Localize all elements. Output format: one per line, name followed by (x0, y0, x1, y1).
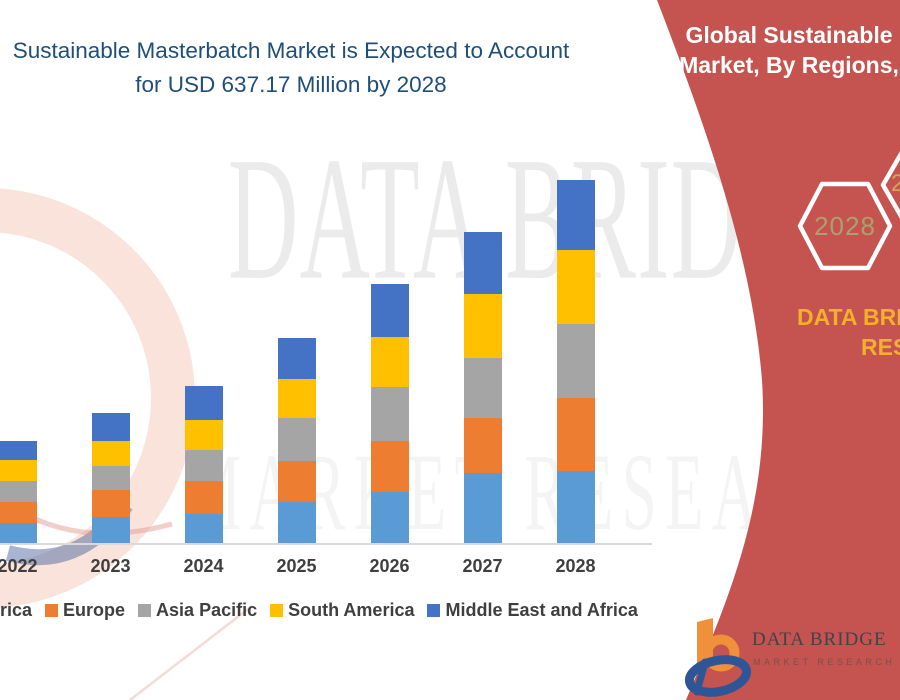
hexagon-2028 (797, 181, 893, 271)
legend-label: South America (288, 600, 415, 620)
bar-2023 (91, 413, 130, 544)
bar-segment-north-america (370, 492, 409, 544)
panel-heading-line2: Market, By Regions, (679, 52, 899, 78)
bar-segment-middle-east-and-africa (277, 337, 316, 380)
bar-segment-europe (0, 501, 37, 523)
bar-2028 (556, 180, 595, 544)
bar-segment-south-america (0, 459, 37, 481)
x-axis-label-2026: 2026 (369, 556, 410, 576)
hexagon-year-fragment: 2 (891, 170, 900, 197)
bar-segment-south-america (184, 419, 223, 450)
bar-segment-europe (184, 480, 223, 514)
x-axis-label-2025: 2025 (276, 556, 317, 576)
bar-segment-south-america (277, 379, 316, 418)
bar-segment-middle-east-and-africa (0, 440, 37, 460)
bar-segment-north-america (91, 517, 130, 544)
legend-label: Europe (63, 600, 126, 620)
panel-heading-line1: Global Sustainable (685, 22, 893, 48)
logo-d-swoosh (684, 655, 752, 697)
bar-segment-middle-east-and-africa (184, 386, 223, 420)
bar-segment-europe (463, 418, 502, 474)
bar-segment-middle-east-and-africa (91, 413, 130, 442)
chart-title-line1: Sustainable Masterbatch Market is Expect… (12, 38, 570, 63)
bar-segment-north-america (277, 501, 316, 544)
bar-segment-asia-pacific (184, 449, 223, 481)
bar-segment-asia-pacific (0, 480, 37, 502)
bar-segment-middle-east-and-africa (556, 180, 595, 251)
bar-segment-asia-pacific (91, 466, 130, 491)
chart-legend: rica Europe Asia Pacific South America Middl… (0, 600, 638, 621)
panel-brand-line1: DATA BRI (797, 304, 900, 330)
logo-b-bowl (702, 634, 740, 672)
bar-segment-north-america (184, 513, 223, 544)
bar-segment-south-america (463, 294, 502, 359)
bar-2024 (184, 386, 223, 544)
bar-segment-south-america (556, 250, 595, 324)
legend-swatch (270, 604, 284, 617)
legend-item: Middle East and Africa (427, 600, 638, 621)
bar-segment-asia-pacific (277, 417, 316, 461)
logo-d-stem (693, 658, 709, 696)
bar-segment-south-america (91, 441, 130, 467)
legend-item: Asia Pacific (138, 600, 257, 621)
legend-swatch (427, 604, 441, 617)
bar-segment-asia-pacific (556, 323, 595, 398)
x-axis-label-2023: 2023 (90, 556, 131, 576)
bar-segment-middle-east-and-africa (370, 283, 409, 337)
bar-2027 (463, 232, 502, 544)
bar-segment-asia-pacific (370, 386, 409, 442)
bar-segment-middle-east-and-africa (463, 232, 502, 295)
x-axis-label-2028: 2028 (555, 556, 596, 576)
bar-segment-europe (277, 460, 316, 502)
bar-segment-europe (91, 490, 130, 518)
bar-segment-asia-pacific (463, 358, 502, 419)
bar-segment-north-america (0, 522, 37, 544)
bar-segment-north-america (463, 473, 502, 544)
data-bridge-logo-text: DATA BRIDGE (752, 629, 887, 650)
chart-title-line2: for USD 637.17 Million by 2028 (135, 72, 447, 97)
legend-label: Asia Pacific (156, 600, 258, 620)
bar-segment-south-america (370, 336, 409, 387)
bar-2025 (277, 337, 316, 544)
bar-segment-europe (556, 397, 595, 471)
x-axis-label-2024: 2024 (183, 556, 224, 576)
panel-brand-line2: RES (861, 334, 900, 360)
legend-swatch (45, 604, 59, 617)
data-bridge-logo-subtitle: MARKET RESEARCH (753, 657, 896, 667)
bar-2026 (370, 283, 409, 544)
legend-label: Middle East and Africa (445, 600, 638, 620)
x-axis-line (0, 543, 652, 545)
legend-item: South America (270, 600, 414, 621)
data-bridge-logo-icon (684, 618, 752, 697)
legend-item: Europe (45, 600, 125, 621)
panel-heading: Global Sustainable Market, By Regions, (664, 20, 900, 80)
hexagon-year-label: 2028 (814, 211, 876, 241)
legend-swatch (138, 604, 152, 617)
legend-item: rica (0, 600, 32, 621)
bar-segment-europe (370, 441, 409, 492)
x-axis-label-2027: 2027 (462, 556, 503, 576)
legend-label: rica (0, 600, 33, 620)
x-axis-label-2022: 2022 (0, 556, 38, 576)
chart-title: Sustainable Masterbatch Market is Expect… (0, 34, 596, 102)
bar-2022 (0, 440, 37, 544)
bar-segment-north-america (556, 470, 595, 544)
